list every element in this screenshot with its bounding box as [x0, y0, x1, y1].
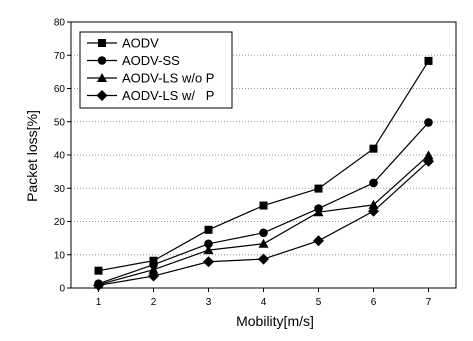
y-tick-label-2: 20: [54, 217, 66, 228]
y-tick-label-3: 30: [54, 184, 66, 195]
data-point-0-6: [425, 57, 433, 65]
x-tick-label-3: 4: [261, 297, 267, 308]
y-tick-label-5: 50: [54, 117, 66, 128]
legend-label-2: AODV-LS w/o P: [122, 71, 214, 86]
y-axis-label: Packet loss[%]: [24, 110, 40, 202]
data-point-0-4: [315, 185, 323, 193]
data-point-1-5: [369, 179, 378, 188]
x-axis-label: Mobility[m/s]: [236, 313, 314, 329]
x-tick-label-5: 6: [371, 297, 377, 308]
legend-marker-1: [98, 56, 107, 65]
series-line-2: [99, 155, 429, 284]
y-tick-label-7: 70: [54, 51, 66, 62]
data-point-3-3: [258, 254, 269, 265]
data-point-3-4: [313, 235, 324, 246]
legend-label-1: AODV-SS: [122, 53, 180, 68]
data-point-0-2: [205, 226, 213, 234]
y-tick-label-0: 0: [59, 284, 65, 295]
legend-label-0: AODV: [122, 36, 159, 51]
data-point-0-3: [260, 202, 268, 210]
data-point-1-6: [424, 118, 433, 127]
y-tick-label-6: 60: [54, 84, 66, 95]
x-tick-label-2: 3: [206, 297, 212, 308]
data-point-2-3: [259, 239, 269, 248]
series-3: [93, 156, 434, 291]
y-tick-label-8: 80: [54, 18, 66, 29]
x-tick-label-6: 7: [426, 297, 432, 308]
y-tick-label-4: 40: [54, 151, 66, 162]
data-point-0-0: [95, 267, 103, 275]
data-point-1-3: [259, 229, 268, 238]
x-tick-label-0: 1: [96, 297, 102, 308]
x-tick-label-1: 2: [151, 297, 157, 308]
x-tick-label-4: 5: [316, 297, 322, 308]
legend-label-3: AODV-LS w/ P: [122, 88, 214, 103]
legend: AODV AODV-SS AODV-LS w/o P AODV-LS w/ P: [80, 32, 232, 108]
data-point-0-5: [370, 145, 378, 153]
y-tick-label-1: 10: [54, 250, 66, 261]
data-point-3-2: [203, 256, 214, 267]
legend-marker-0: [98, 39, 106, 47]
data-point-3-0: [93, 280, 104, 291]
